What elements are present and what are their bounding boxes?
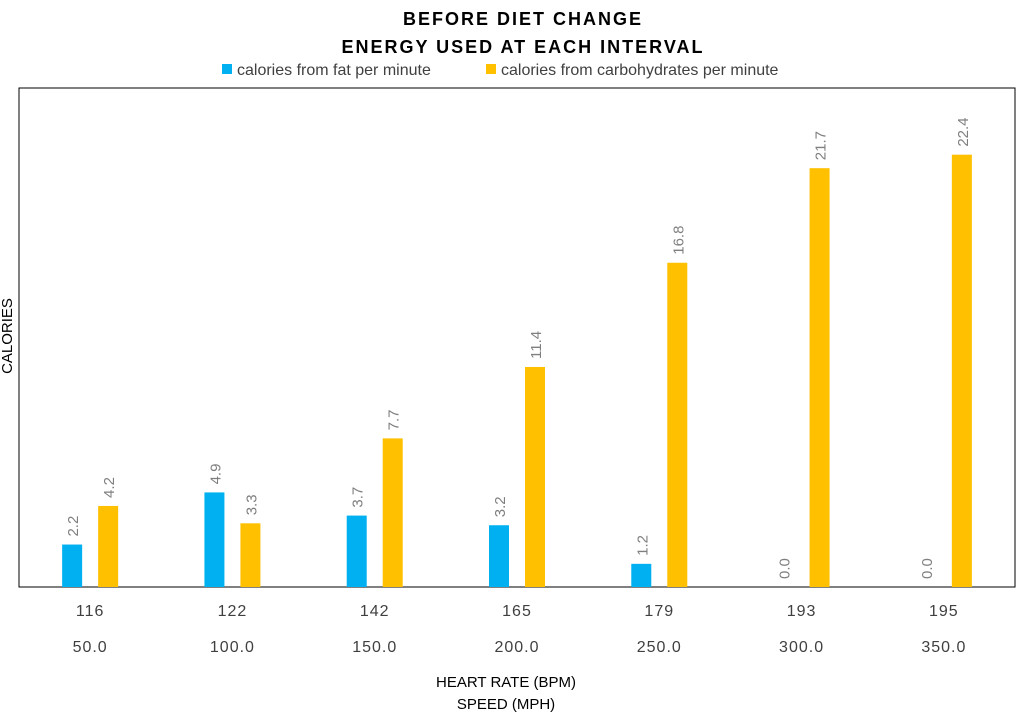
legend-label-fat: calories from fat per minute [237,62,431,79]
x-tick-speed-250.0: 250.0 [637,639,682,656]
bars-group [62,154,972,587]
data-label-fat-142: 3.7 [350,487,367,508]
bar-carbs-116 [98,505,119,587]
data-label-carbs-165: 11.4 [528,331,545,359]
x-axis-label-speed: SPEED (MPH) [457,696,555,713]
bar-fat-179 [631,563,652,587]
data-label-carbs-122: 3.3 [243,494,260,515]
y-axis-label: CALORIES [0,298,16,374]
x-tick-speed-200.0: 200.0 [494,639,539,656]
data-label-fat-165: 3.2 [492,496,509,517]
bar-fat-165 [489,525,509,587]
x-tick-heart-rate-193: 193 [787,603,817,620]
x-tick-speed-100.0: 100.0 [210,639,255,656]
bar-fat-142 [346,515,367,587]
data-label-fat-193: 0.0 [777,558,794,579]
x-tick-labels-group: 116 50.0 122 100.0 142 150.0 165 200.0 179 250.0 1… [73,603,966,656]
chart-title: BEFORE DIET CHANGE [403,9,643,29]
x-tick-heart-rate-122: 122 [218,603,248,620]
value-labels-group: 2.2 4.2 4.9 3.3 3.7 7.7 3.2 11.4 1.2 16.8 0.0 21.7 0… [65,117,972,579]
data-label-carbs-116: 4.2 [101,477,118,498]
bar-carbs-122 [240,523,261,587]
legend: calories from fat per minute calories fr… [222,62,779,79]
legend-swatch-carbs [486,64,496,74]
legend-swatch-fat [222,64,232,74]
data-label-fat-116: 2.2 [65,516,82,537]
legend-label-carbs: calories from carbohydrates per minute [501,62,779,79]
bar-carbs-193 [809,168,830,587]
data-label-carbs-179: 16.8 [670,226,687,255]
bar-carbs-179 [667,262,688,587]
bar-carbs-195 [951,154,972,587]
bar-carbs-165 [525,366,545,587]
chart-subtitle: ENERGY USED AT EACH INTERVAL [341,37,704,57]
x-tick-heart-rate-165: 165 [502,603,532,620]
bar-fat-122 [204,492,225,587]
x-tick-speed-300.0: 300.0 [779,639,824,656]
data-label-fat-122: 4.9 [207,464,224,485]
data-label-carbs-195: 22.4 [955,117,972,146]
data-label-fat-195: 0.0 [919,558,936,579]
x-tick-heart-rate-116: 116 [76,603,105,620]
bar-fat-116 [62,544,83,587]
plot-area [18,87,1016,588]
x-tick-heart-rate-142: 142 [360,603,390,620]
x-tick-speed-150.0: 150.0 [352,639,397,656]
data-label-carbs-142: 7.7 [386,410,403,431]
x-tick-speed-350.0: 350.0 [921,639,966,656]
data-label-fat-179: 1.2 [634,535,651,556]
x-tick-speed-50.0: 50.0 [73,639,108,656]
data-label-carbs-193: 21.7 [813,131,830,160]
bar-carbs-142 [382,438,403,587]
x-tick-heart-rate-195: 195 [929,603,959,620]
x-tick-heart-rate-179: 179 [644,603,674,620]
x-axis-label-heart-rate: HEART RATE (BPM) [436,674,576,691]
